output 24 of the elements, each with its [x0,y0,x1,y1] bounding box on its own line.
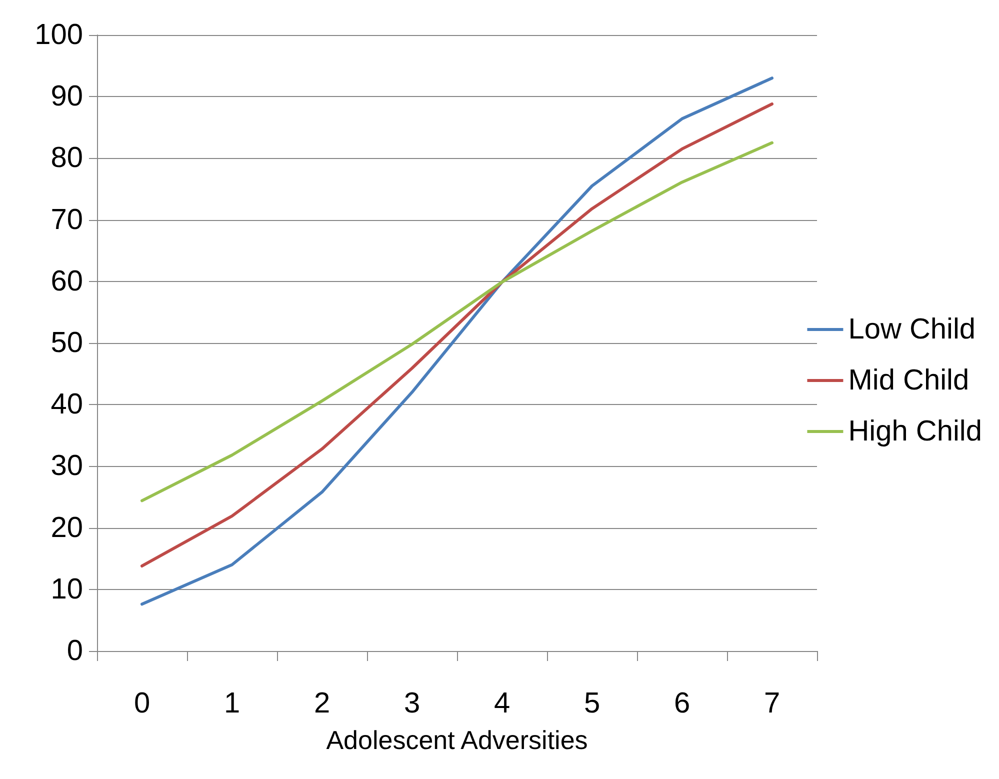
line-series [140,141,774,502]
legend-label: High Child [848,416,982,448]
x-tick-label: 7 [764,688,780,720]
legend-label: Mid Child [848,364,970,396]
x-tick-label: 6 [674,688,690,720]
y-tick-label: 80 [50,142,83,174]
y-tick-label: 40 [50,388,83,421]
x-tick-label: 1 [224,688,240,720]
y-tick-label: 0 [66,635,83,667]
y-tick-label: 50 [50,327,83,359]
y-tick-label: 90 [50,80,83,113]
y-tick-label: 10 [50,573,83,606]
legend-label: Low Child [848,314,976,346]
y-tick-label: 100 [34,19,83,51]
x-tick-label: 5 [584,688,600,720]
x-tick-label: 0 [134,688,150,720]
y-tick-label: 70 [50,204,83,236]
y-tick-label: 20 [50,512,83,544]
x-tick-label: 2 [314,688,330,720]
y-tick-label: 60 [50,265,83,298]
x-tick-label: 4 [494,688,510,720]
y-tick-label: 30 [50,450,83,482]
x-tick-label: 3 [404,688,420,720]
x-axis-title: Adolescent Adversities [326,725,588,755]
